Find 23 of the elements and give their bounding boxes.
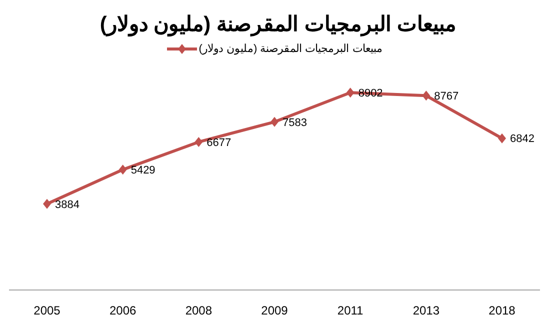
point xyxy=(270,116,278,127)
x-tick-label: 2018 xyxy=(488,304,516,318)
x-tick-label: 2009 xyxy=(261,304,288,318)
data-label: 8902 xyxy=(358,88,383,100)
legend-label: مبيعات البرمجيات المقرصنة (مليون دولار) xyxy=(198,42,382,55)
x-tick-label: 2013 xyxy=(412,304,440,318)
data-label: 6842 xyxy=(510,133,534,146)
point xyxy=(43,198,51,209)
point xyxy=(498,133,506,144)
chart-title: مبيعات البرمجيات المقرصنة (مليون دولار) xyxy=(98,12,458,38)
point xyxy=(346,88,354,98)
x-tick-label: 2005 xyxy=(34,304,61,318)
point xyxy=(422,90,430,101)
point xyxy=(118,164,127,175)
data-label: 5429 xyxy=(130,164,156,177)
x-tick-label: 2006 xyxy=(109,304,137,318)
data-label: 3884 xyxy=(55,198,80,211)
data-label: 8767 xyxy=(434,90,459,103)
x-tick-label: 2011 xyxy=(337,304,364,318)
point xyxy=(194,136,203,147)
data-label: 7583 xyxy=(282,116,307,129)
x-tick-label: 2008 xyxy=(185,304,212,318)
data-label: 6677 xyxy=(206,136,232,149)
